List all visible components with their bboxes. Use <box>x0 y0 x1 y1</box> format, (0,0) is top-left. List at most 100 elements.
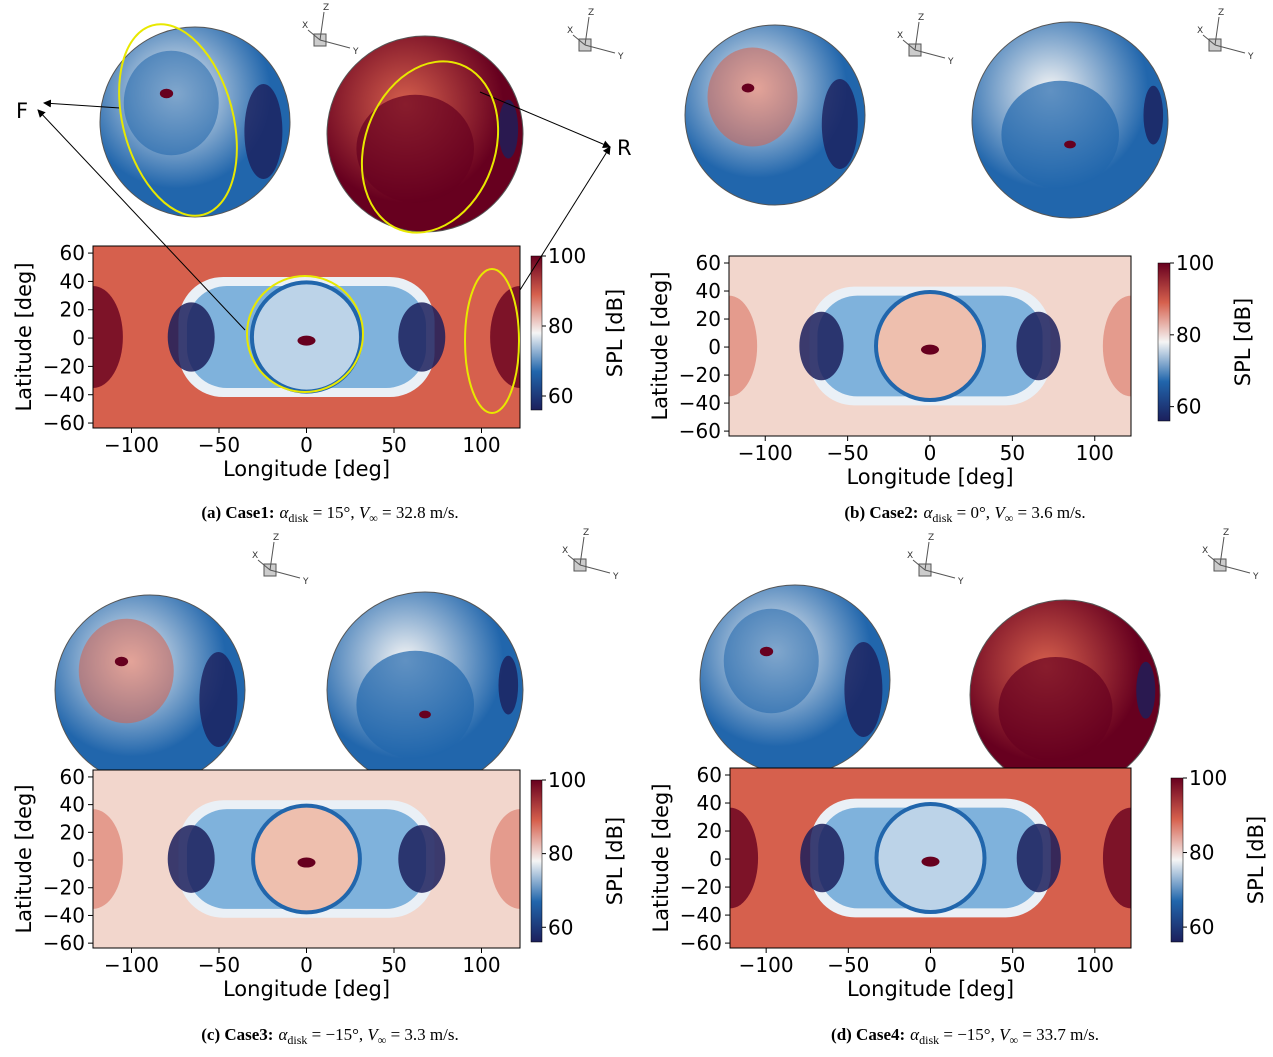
triad-label: Y <box>1252 572 1259 582</box>
sphere-patch <box>844 642 882 737</box>
x-tick-label: 50 <box>1000 953 1025 977</box>
triad-label: X <box>897 31 903 41</box>
x-tick-label: −50 <box>198 433 240 457</box>
caption-part: disk <box>919 1033 939 1047</box>
sphere-patch <box>724 609 819 714</box>
y-tick-label: 20 <box>696 307 721 331</box>
caption-part: = 32.8 m/s. <box>378 503 459 522</box>
triad-label: X <box>302 21 308 31</box>
x-tick-label: 100 <box>1076 953 1114 977</box>
caption-part: = 0°, <box>952 503 994 522</box>
annotation: R <box>617 136 632 160</box>
heatmap-blob <box>1017 824 1061 892</box>
x-tick-label: −100 <box>104 433 159 457</box>
x-tick-label: −100 <box>738 441 793 465</box>
y-axis-label: Latitude [deg] <box>649 783 673 932</box>
triad-label: Z <box>1223 528 1229 538</box>
caption-part: (b) Case2: <box>844 503 918 522</box>
caption-part: (c) Case3: <box>201 1025 273 1044</box>
x-axis-label: Longitude [deg] <box>223 977 390 1001</box>
heatmap-core <box>298 336 316 346</box>
heatmap <box>63 770 550 948</box>
colorbar-tick-label: 60 <box>548 915 573 939</box>
colorbar-tick-label: 100 <box>1189 766 1227 790</box>
colorbar <box>531 256 542 410</box>
triad-label: Y <box>947 57 954 67</box>
y-tick-label: 60 <box>60 241 85 265</box>
caption-part: disk <box>932 511 952 525</box>
figure: X Y Z X Y Z −100 −50 0 50 100 −60 −40 −20 0 20 40 60 Longi… <box>0 0 1273 1053</box>
triad-label: X <box>1197 26 1203 36</box>
x-tick-label: 100 <box>462 953 500 977</box>
sphere-patch <box>999 657 1113 762</box>
sphere-patch <box>160 89 173 99</box>
y-tick-label: −60 <box>43 411 85 435</box>
y-axis-label: Latitude [deg] <box>648 271 672 420</box>
triad-label: Y <box>352 47 359 57</box>
heatmap-blob <box>800 824 844 892</box>
colorbar-label: SPL [dB] <box>603 289 627 378</box>
triad-label: X <box>1202 546 1208 556</box>
x-tick-label: −100 <box>739 953 794 977</box>
y-tick-label: 0 <box>708 335 721 359</box>
heatmap-core <box>922 857 940 867</box>
colorbar-label: SPL [dB] <box>1244 816 1268 905</box>
x-tick-label: 0 <box>924 953 937 977</box>
y-tick-label: 40 <box>697 791 722 815</box>
caption-part: disk <box>288 511 308 525</box>
y-tick-label: 60 <box>60 765 85 789</box>
colorbar-tick-label: 100 <box>548 768 586 792</box>
triad-label: Y <box>612 572 619 582</box>
x-tick-label: 0 <box>924 441 937 465</box>
y-tick-label: 0 <box>709 847 722 871</box>
sphere-patch <box>760 647 773 657</box>
heatmap-core <box>298 858 316 868</box>
x-tick-label: 100 <box>1076 441 1114 465</box>
caption-part: ∞ <box>1005 511 1014 525</box>
sphere-patch <box>419 711 431 719</box>
y-tick-label: 40 <box>696 279 721 303</box>
sphere-patch <box>708 48 798 147</box>
triad-label: Y <box>1247 52 1254 62</box>
heatmap <box>702 768 1159 948</box>
colorbar <box>531 780 542 942</box>
heatmap-blob <box>398 302 445 371</box>
colorbar-tick-label: 80 <box>1189 841 1214 865</box>
triad-label: X <box>562 546 568 556</box>
sphere-patch <box>742 84 755 93</box>
x-tick-label: −50 <box>827 441 869 465</box>
colorbar-tick-label: 80 <box>548 842 573 866</box>
caption-part: = −15°, <box>307 1025 367 1044</box>
caption-part: (d) Case4: <box>831 1025 905 1044</box>
y-tick-label: −40 <box>679 391 721 415</box>
y-axis-label: Latitude [deg] <box>12 262 36 411</box>
x-tick-label: 50 <box>1000 441 1025 465</box>
colorbar-label: SPL [dB] <box>1231 298 1255 387</box>
sphere-patch <box>1136 662 1155 719</box>
y-tick-label: −20 <box>680 875 722 899</box>
arrow <box>520 147 610 290</box>
heatmap-blob <box>799 312 843 380</box>
caption: (b) Case2:αdisk = 0°, V∞ = 3.6 m/s. <box>844 503 1085 525</box>
caption: (a) Case1:αdisk = 15°, V∞ = 32.8 m/s. <box>201 503 458 525</box>
heatmap-blob <box>398 825 445 893</box>
triad-label: Z <box>588 8 594 18</box>
sphere-patch <box>1064 141 1076 149</box>
caption-part: = 3.6 m/s. <box>1013 503 1085 522</box>
caption-part: disk <box>287 1033 307 1047</box>
sphere-patch <box>499 100 519 159</box>
sphere-patch <box>79 619 174 724</box>
colorbar <box>1158 263 1170 421</box>
triad-label: X <box>907 551 913 561</box>
triad-label: Z <box>928 533 934 543</box>
x-axis-label: Longitude [deg] <box>846 465 1013 489</box>
sphere-patch <box>124 51 219 156</box>
triad-label: Z <box>918 13 924 23</box>
colorbar <box>1171 778 1183 942</box>
x-tick-label: −100 <box>104 953 159 977</box>
y-tick-label: −40 <box>680 903 722 927</box>
sphere-patch <box>1144 86 1164 145</box>
x-axis-label: Longitude [deg] <box>847 977 1014 1001</box>
triad-label: Y <box>957 577 964 587</box>
caption-part: ∞ <box>1010 1033 1019 1047</box>
